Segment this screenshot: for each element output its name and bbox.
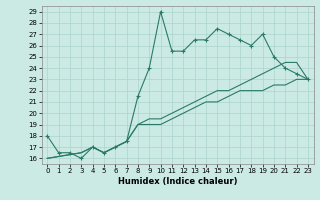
X-axis label: Humidex (Indice chaleur): Humidex (Indice chaleur) [118, 177, 237, 186]
